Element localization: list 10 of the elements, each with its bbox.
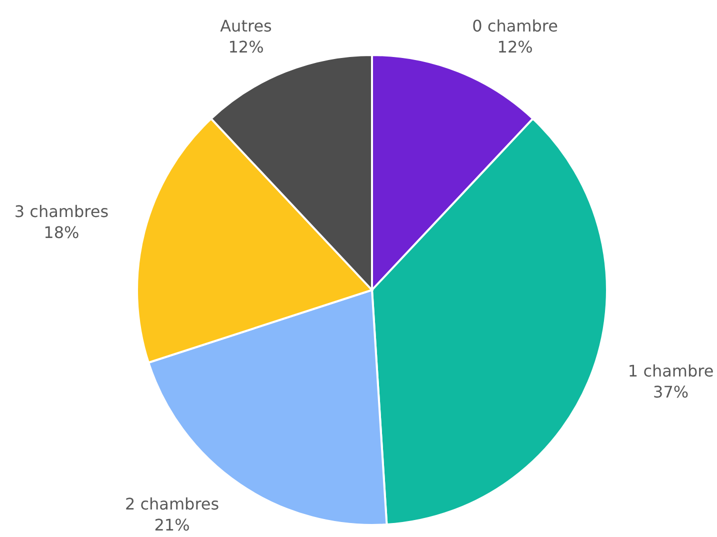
slice-label: 3 chambres xyxy=(14,202,109,221)
data-label: 12% xyxy=(228,38,264,57)
data-label: 21% xyxy=(154,515,190,534)
slice-label: 0 chambre xyxy=(472,16,558,36)
data-label: 37% xyxy=(653,382,689,402)
slice-label: Autres xyxy=(220,16,272,36)
slice-label: 1 chambre xyxy=(628,362,714,381)
data-label: 12% xyxy=(497,38,533,57)
data-label: 18% xyxy=(44,222,80,242)
slice-label: 2 chambres xyxy=(124,494,220,514)
